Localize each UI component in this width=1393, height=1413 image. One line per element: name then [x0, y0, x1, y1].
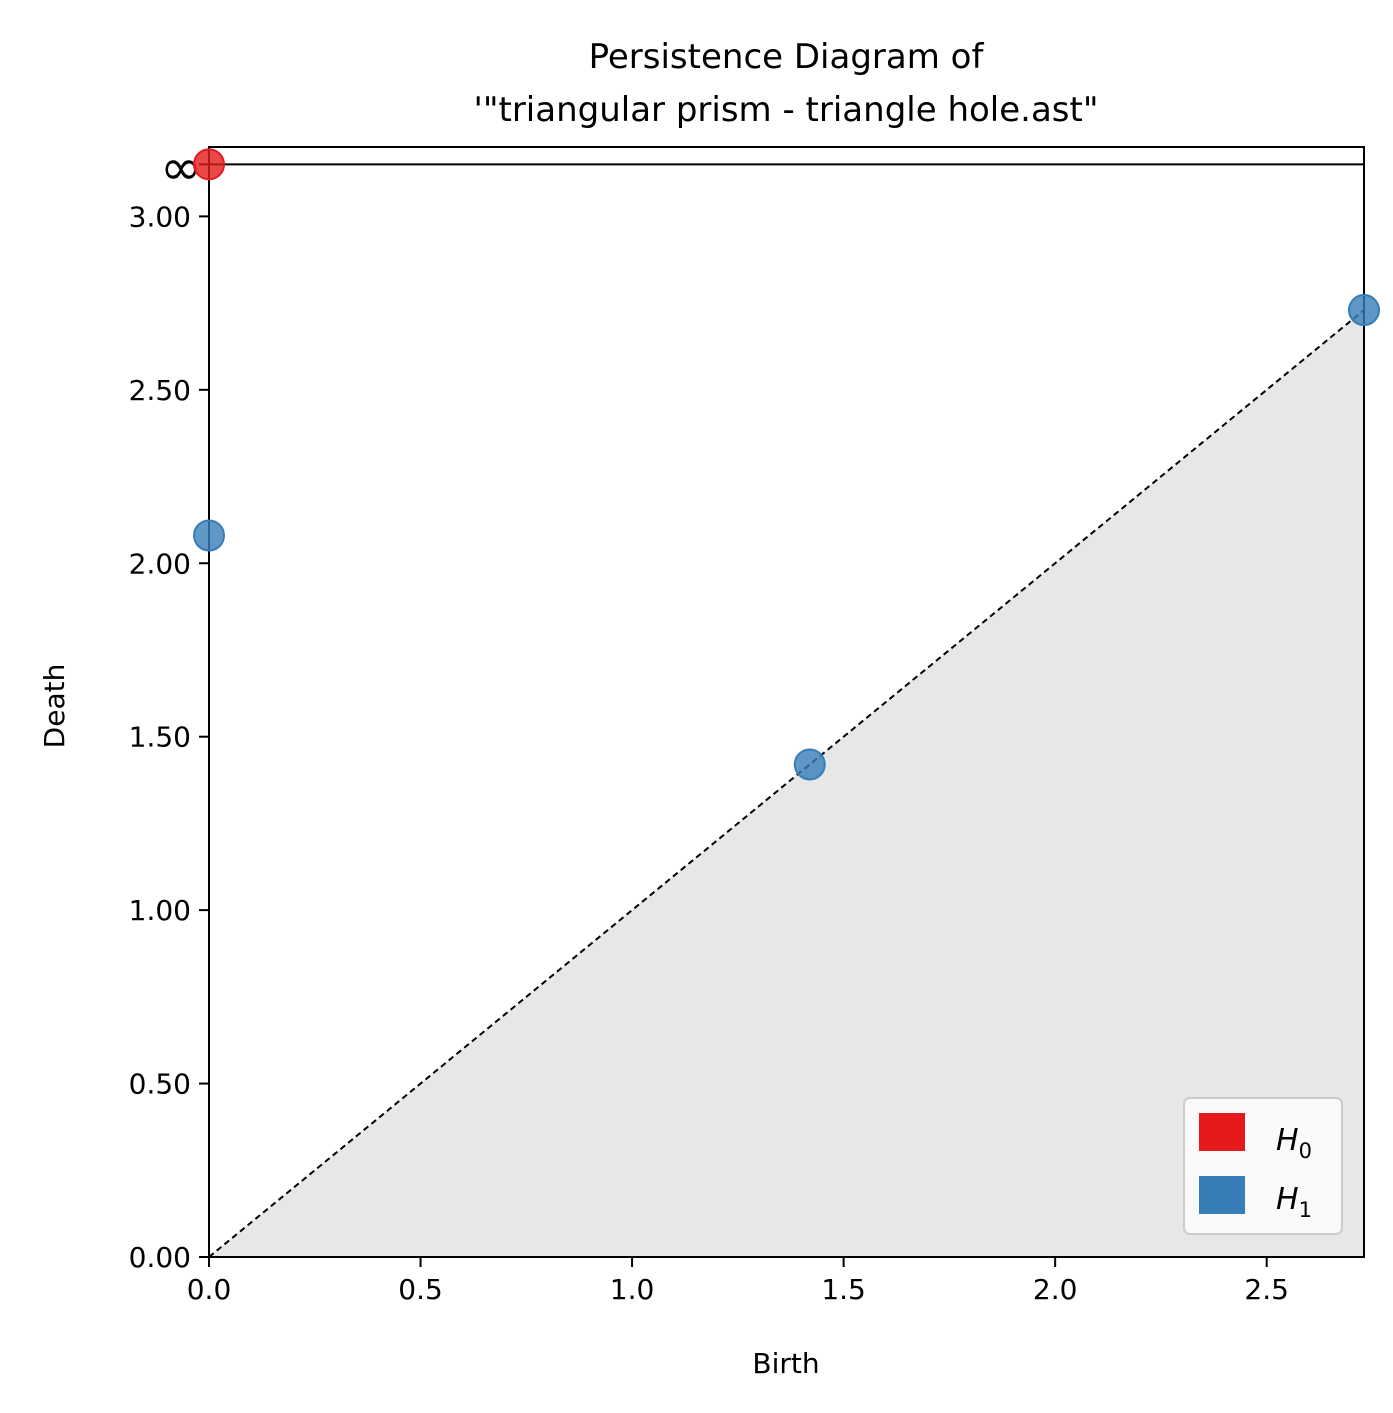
plot-area: ∞0.0 0.5 1.0 1.5 2.0 2.50.000.501.001.502.002… — [129, 138, 1380, 1306]
legend-swatch-h0 — [1199, 1113, 1245, 1151]
chart-title-line1: Persistence Diagram of — [589, 37, 985, 77]
y-tick-label: 2.50 — [129, 374, 191, 407]
x-tick-label: 1.0 — [610, 1273, 655, 1306]
y-tick-label: 1.00 — [129, 894, 191, 927]
point-h1 — [793, 748, 826, 781]
legend-label-h0: H0 — [1276, 1123, 1312, 1163]
chart-title-line2: '"triangular prism - triangle hole.ast" — [474, 90, 1099, 130]
y-axis-label: Death — [38, 664, 71, 749]
diagonal-line — [208, 309, 1365, 1258]
y-tick-label: 1.50 — [129, 721, 191, 754]
point-h1 — [193, 519, 225, 552]
x-axis-label: Birth — [752, 1347, 819, 1380]
axes-frame — [208, 146, 1365, 1258]
legend-label-h1: H1 — [1276, 1182, 1312, 1222]
y-tick-label: 3.00 — [129, 200, 191, 233]
legend: H0 H1 — [1183, 1097, 1343, 1235]
point-h0 — [193, 148, 225, 181]
x-tick-label: 2.5 — [1244, 1273, 1289, 1306]
y-tick-label: 2.00 — [129, 547, 191, 580]
y-tick-label: 0.00 — [129, 1241, 191, 1274]
legend-swatch-h1 — [1199, 1176, 1245, 1214]
x-tick-label: 1.5 — [821, 1273, 866, 1306]
x-tick-label: 0.5 — [398, 1273, 443, 1306]
x-tick-label: 0.0 — [187, 1273, 232, 1306]
x-tick-label: 2.0 — [1033, 1273, 1078, 1306]
point-h1 — [1348, 294, 1380, 327]
y-tick-label: 0.50 — [129, 1068, 191, 1101]
